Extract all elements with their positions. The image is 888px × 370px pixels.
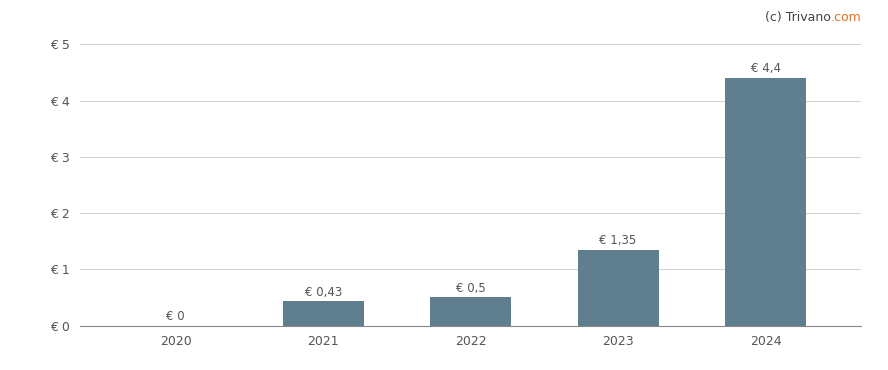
Text: € 1,35: € 1,35 [599,234,637,247]
Text: € 0,43: € 0,43 [305,286,342,299]
Bar [577,250,659,326]
Text: (c) Trivano: (c) Trivano [765,11,830,24]
Text: € 0: € 0 [166,310,185,323]
Text: € 0,5: € 0,5 [456,282,486,295]
Bar [282,302,364,326]
Bar [725,78,806,326]
Text: .com: .com [830,11,861,24]
Text: € 4,4: € 4,4 [750,62,781,75]
Bar [430,297,511,326]
